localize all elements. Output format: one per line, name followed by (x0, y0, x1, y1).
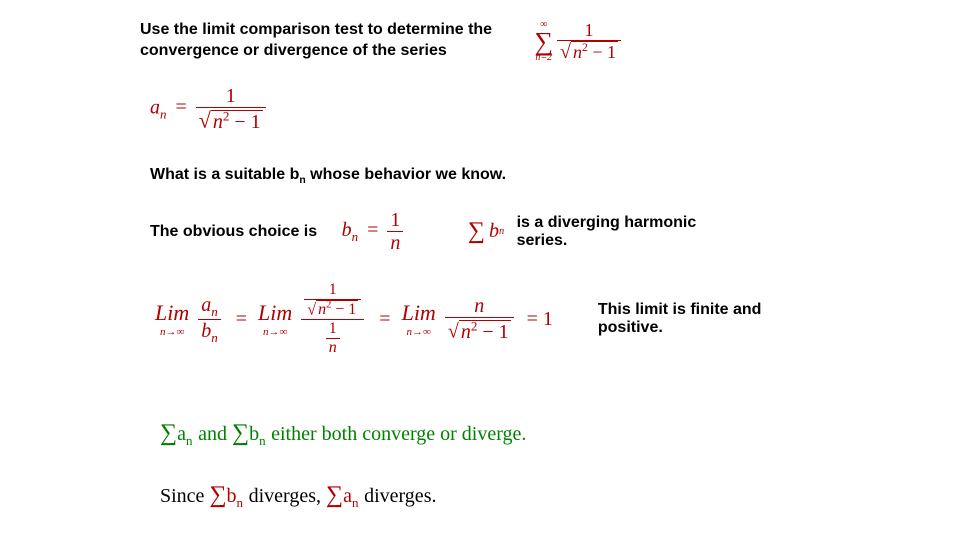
sigma-lower: n=2 (534, 53, 553, 63)
lim2: Lim (258, 300, 292, 325)
lim-a: a (201, 294, 211, 316)
c1-tail: either both converge or diverge. (271, 423, 526, 445)
question-text: What is a suitable bn whose behavior we … (150, 166, 506, 186)
c2-as: n (352, 495, 359, 510)
c2-mid: diverges, (249, 485, 326, 507)
bn-b: b (342, 219, 352, 241)
s3-num: n (445, 296, 514, 317)
s3-de: 2 (471, 318, 478, 333)
lim-b-sub: n (211, 330, 218, 345)
sigma-symbol: ∑ (534, 30, 553, 53)
conclusion-2: Since ∑bn diverges, ∑an diverges. (160, 482, 436, 511)
s2-ndt: − 1 (335, 301, 356, 318)
limit-note: This limit is finite and positive. (598, 301, 768, 337)
lim2-sub: n→∞ (258, 326, 292, 338)
c2-bs: n (237, 495, 244, 510)
choice-label: The obvious choice is (150, 223, 317, 241)
sigma-bn-sub: n (499, 226, 504, 237)
question-suffix: whose behavior we know. (306, 166, 506, 183)
lim3-sub: n→∞ (402, 326, 436, 338)
bn-den: n (387, 231, 403, 253)
c1-as: n (186, 433, 193, 448)
an-den-n: n (213, 111, 223, 133)
limit-calc: Lim n→∞ an bn = Lim n→∞ 1 √n2 − 1 1 n = … (155, 282, 855, 356)
c2-tail: diverges. (364, 485, 436, 507)
s3-dt: − 1 (482, 321, 508, 343)
lim1-sub: n→∞ (155, 326, 189, 338)
lim3: Lim (402, 300, 436, 325)
s2-ndn: n (318, 301, 326, 318)
series-den-n: n (573, 42, 582, 62)
c1-a: a (177, 423, 186, 445)
s2-dn: 1 (326, 321, 340, 338)
c2-pre: Since (160, 485, 209, 507)
bn-eq: = (367, 219, 378, 241)
an-a: a (150, 96, 160, 118)
lim-b: b (201, 320, 211, 342)
c2-a: a (343, 485, 352, 507)
bn-num: 1 (387, 210, 403, 231)
c2-b: b (227, 485, 237, 507)
bn-definition: bn = 1 n (342, 210, 404, 253)
s2-nde: 2 (326, 300, 331, 311)
an-eq: = (176, 96, 187, 118)
choice-row: The obvious choice is bn = 1 n ∑bn is a … (150, 210, 850, 253)
series-den-tail: − 1 (592, 42, 616, 62)
sigma-bn: ∑ (468, 218, 485, 245)
c1-and: and (198, 423, 232, 445)
limit-result: = 1 (527, 308, 553, 331)
s2-dd: n (326, 338, 340, 356)
series-den-exp: 2 (582, 41, 588, 54)
lim1: Lim (155, 300, 189, 325)
s2-nn: 1 (304, 282, 361, 299)
instruction-text: Use the limit comparison test to determi… (140, 20, 520, 62)
c1-b: b (249, 423, 259, 445)
series-numerator: 1 (557, 21, 621, 40)
an-sub: n (160, 106, 167, 121)
s3-dn: n (461, 321, 471, 343)
conclusion-1: ∑an and ∑bn either both converge or dive… (160, 420, 526, 449)
question-prefix: What is a suitable b (150, 166, 299, 183)
series-sum: ∞ ∑ n=2 1 √n2 − 1 (534, 20, 621, 63)
an-definition: an = 1 √n2 − 1 (150, 86, 266, 132)
an-den-exp: 2 (223, 108, 230, 123)
lim-a-sub: n (211, 304, 218, 319)
an-den-tail: − 1 (234, 111, 260, 133)
an-num: 1 (196, 86, 266, 107)
sigma-bn-b: b (489, 220, 499, 243)
bn-sub: n (352, 229, 359, 244)
c1-bs: n (259, 433, 266, 448)
harmonic-note: is a diverging harmonic series. (517, 214, 727, 250)
